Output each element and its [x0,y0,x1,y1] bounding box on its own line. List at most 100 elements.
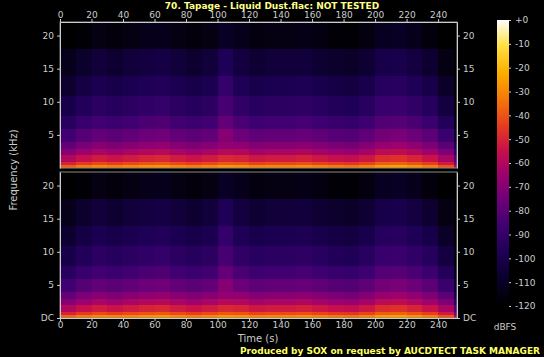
cell [312,161,328,165]
cell [155,245,171,265]
tick-mark [509,139,511,140]
cell [438,298,454,305]
cell [139,278,155,292]
cell [139,142,155,149]
cell [107,305,123,312]
cell [296,298,312,305]
tick-label: 10 [463,97,475,107]
cell [107,95,123,115]
cell [359,225,375,245]
cell [76,245,92,265]
cell [186,172,202,199]
cell [359,128,375,142]
cell [186,148,202,155]
tick-label: -20 [515,63,530,73]
cell [123,225,139,245]
cell [328,75,344,95]
cell [202,148,218,155]
tick-mark [57,186,60,187]
cell [249,245,265,265]
cell [249,142,265,149]
cell [359,278,375,292]
cell [233,292,249,299]
cell [76,142,92,149]
tick: 20 [43,181,60,191]
cell [155,172,171,199]
cell [328,225,344,245]
cell [123,95,139,115]
cell [281,292,297,299]
cell [359,148,375,155]
cell [107,115,123,129]
cell [265,292,281,299]
cell [422,155,438,162]
cell [170,155,186,162]
tick: 10 [457,247,475,257]
cell [407,142,423,149]
cell [233,298,249,305]
cell [407,148,423,155]
cell [107,225,123,245]
cell [296,172,312,199]
cell [60,305,76,312]
cell [249,128,265,142]
cell [359,115,375,129]
tick-label: 0 [58,320,64,330]
cell [92,75,108,95]
cell [218,311,234,315]
cell [123,298,139,305]
cell [375,172,391,199]
cell [202,199,218,226]
cell [407,292,423,299]
cell [265,142,281,149]
tick: 200 [367,10,384,22]
tick-label: -90 [515,230,530,240]
cell [391,115,407,129]
cell [170,305,186,312]
cell [202,225,218,245]
cell [344,172,360,199]
cell [186,142,202,149]
cell [407,161,423,165]
cell [170,22,186,49]
cell [438,142,454,149]
tick-label: 0 [58,10,64,20]
tick-label: 100 [209,320,226,330]
x-axis-bottom: 020406080100120140160180200220240 [58,318,458,330]
tick: 20 [457,181,475,191]
tick-mark [509,282,511,283]
cell [92,49,108,76]
cell [391,245,407,265]
cell [438,49,454,76]
tick: 100 [209,10,226,22]
cell [155,49,171,76]
cell [123,142,139,149]
cell [233,75,249,95]
cell [249,172,265,199]
cell [139,148,155,155]
cell [391,128,407,142]
tick-mark [57,69,60,70]
cell [296,75,312,95]
cell [296,95,312,115]
cell [60,115,76,129]
cell [76,311,92,315]
background [0,0,544,357]
cell [391,305,407,312]
cell [155,199,171,226]
tick: 5 [457,280,469,290]
y-axis-right: 5101520 [457,23,475,169]
cell [76,49,92,76]
cell [60,199,76,226]
tick-mark [57,252,60,253]
cell [375,95,391,115]
tick-label: 120 [241,10,258,20]
cell [422,265,438,279]
cell [123,161,139,165]
tick: 10 [43,97,60,107]
tick-mark [509,115,511,116]
cell [76,278,92,292]
cell [359,75,375,95]
cell [123,115,139,129]
cell [312,245,328,265]
